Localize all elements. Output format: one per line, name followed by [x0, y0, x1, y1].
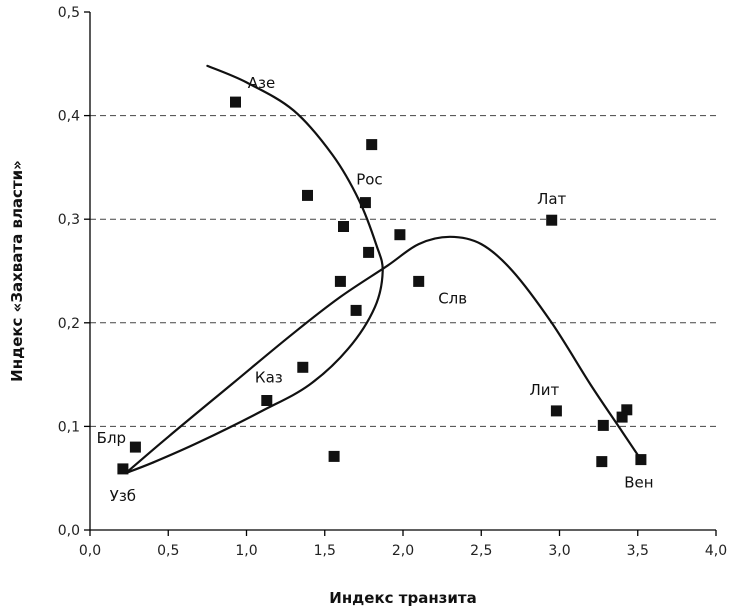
data-point — [366, 139, 378, 151]
data-point — [394, 229, 406, 241]
x-tick-label: 3,5 — [627, 543, 649, 559]
point-label: Азе — [248, 74, 275, 92]
data-point — [621, 404, 633, 416]
axes — [89, 12, 716, 531]
point-label: Блр — [97, 429, 126, 447]
x-tick-label: 0,5 — [157, 543, 179, 559]
data-point — [413, 275, 425, 287]
data-point — [129, 441, 141, 453]
data-point — [302, 189, 313, 201]
x-tick-label: 2,0 — [392, 543, 414, 559]
y-tick-label: 0,1 — [58, 419, 80, 435]
data-points — [117, 96, 647, 475]
x-tick-label: 0,0 — [79, 543, 101, 559]
trend-curve — [124, 235, 642, 475]
x-tick-label: 1,5 — [314, 543, 336, 559]
y-tick-label: 0,2 — [58, 316, 80, 332]
point-label: Вен — [624, 474, 653, 492]
y-tick-label: 0,0 — [58, 523, 80, 539]
x-axis-title: Индекс транзита — [329, 589, 476, 607]
trend-curves — [124, 64, 642, 475]
data-point — [550, 405, 562, 417]
data-point — [117, 463, 129, 475]
data-point — [261, 395, 273, 406]
data-point — [597, 419, 609, 431]
data-point — [596, 456, 608, 468]
data-point — [359, 197, 371, 209]
data-point — [350, 304, 362, 316]
data-point — [635, 454, 647, 466]
x-tick-label: 2,5 — [470, 543, 492, 559]
point-label: Лат — [537, 190, 566, 208]
data-point — [334, 275, 346, 287]
point-label: Каз — [255, 369, 283, 387]
data-point — [328, 450, 340, 462]
grid-lines — [90, 115, 716, 427]
data-point — [616, 411, 628, 423]
point-label: Рос — [356, 171, 382, 189]
point-label: Слв — [438, 289, 467, 307]
x-tick-label: 4,0 — [705, 543, 727, 559]
data-point — [363, 246, 375, 258]
data-point — [338, 221, 349, 232]
data-point — [546, 214, 558, 226]
x-tick-label: 1,0 — [235, 543, 257, 559]
x-tick-label: 3,0 — [548, 543, 570, 559]
y-tick-label: 0,5 — [58, 5, 80, 21]
point-label: Лит — [529, 381, 559, 399]
point-label: Узб — [110, 487, 136, 505]
y-axis-title: Индекс «Захвата власти» — [8, 160, 26, 382]
trend-curve — [124, 64, 384, 475]
data-point — [230, 96, 241, 108]
data-point — [297, 361, 309, 373]
point-labels: Азе Рос Слв Каз Блр Узб Лат Лит Вен — [97, 74, 654, 505]
y-tick-label: 0,4 — [58, 109, 80, 125]
ticks: 0,0 0,1 0,2 0,3 0,4 0,5 0,0 0,5 1,0 1,5 2,0 2,5 3,0 3… — [58, 5, 727, 559]
y-tick-label: 0,3 — [58, 212, 80, 228]
